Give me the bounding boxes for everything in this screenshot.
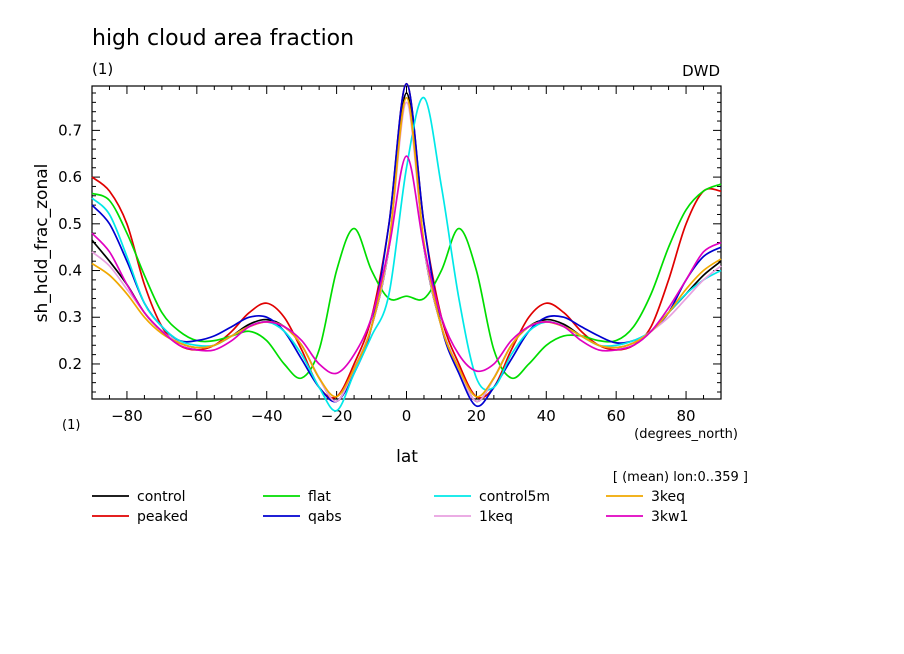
legend-label-1keq: 1keq: [479, 509, 513, 525]
y-tick-label: 0.7: [58, 121, 82, 139]
x-axis-label: lat: [396, 447, 418, 467]
x-units-label: (degrees_north): [634, 427, 738, 442]
y-tick-label: 0.2: [58, 355, 82, 373]
x-tick-label: 20: [467, 407, 486, 425]
units-label-top: (1): [92, 60, 113, 78]
x-tick-labels: −80 −60 −40 −20 0 20 40 60 80: [111, 407, 695, 425]
x-tick-label: 60: [607, 407, 626, 425]
series-lines: [91, 82, 722, 412]
x-tick-label: −40: [251, 407, 283, 425]
mean-annotation: [ (mean) lon:0..359 ]: [613, 470, 748, 485]
legend-label-control5m: control5m: [479, 489, 550, 505]
y-tick-label: 0.3: [58, 308, 82, 326]
y-tick-label: 0.4: [58, 262, 82, 280]
y-tick-labels: 0.2 0.3 0.4 0.5 0.6 0.7: [58, 121, 82, 373]
series-line-control5m: [91, 96, 722, 412]
x-tick-label: 80: [677, 407, 696, 425]
y-tick-label: 0.5: [58, 215, 82, 233]
y-axis-label: sh_hcld_frac_zonal: [32, 164, 52, 323]
axis-ticks: [91, 86, 722, 399]
series-line-1keq: [91, 101, 722, 403]
series-line-3kw1: [91, 155, 722, 375]
x-tick-label: −60: [181, 407, 213, 425]
y-tick-label: 0.6: [58, 168, 82, 186]
legend-label-3keq: 3keq: [651, 489, 685, 505]
plot-frame: [91, 85, 722, 400]
institution-label: DWD: [682, 62, 720, 80]
series-line-3keq: [91, 96, 722, 398]
series-line-qabs: [91, 82, 722, 408]
series-line-control: [91, 92, 722, 403]
x-tick-label: −20: [321, 407, 353, 425]
chart-title: high cloud area fraction: [92, 26, 354, 51]
y-units-label: (1): [62, 418, 80, 433]
x-tick-label: −80: [111, 407, 143, 425]
legend-label-peaked: peaked: [137, 509, 188, 525]
x-tick-label: 0: [402, 407, 412, 425]
x-tick-label: 40: [537, 407, 556, 425]
legend: control peaked flat qabs control5m 1keq 3keq 3k…: [92, 489, 688, 525]
legend-label-qabs: qabs: [308, 509, 342, 525]
legend-label-3kw1: 3kw1: [651, 509, 688, 525]
legend-label-flat: flat: [308, 489, 331, 505]
legend-label-control: control: [137, 489, 186, 505]
series-line-peaked: [91, 82, 722, 399]
